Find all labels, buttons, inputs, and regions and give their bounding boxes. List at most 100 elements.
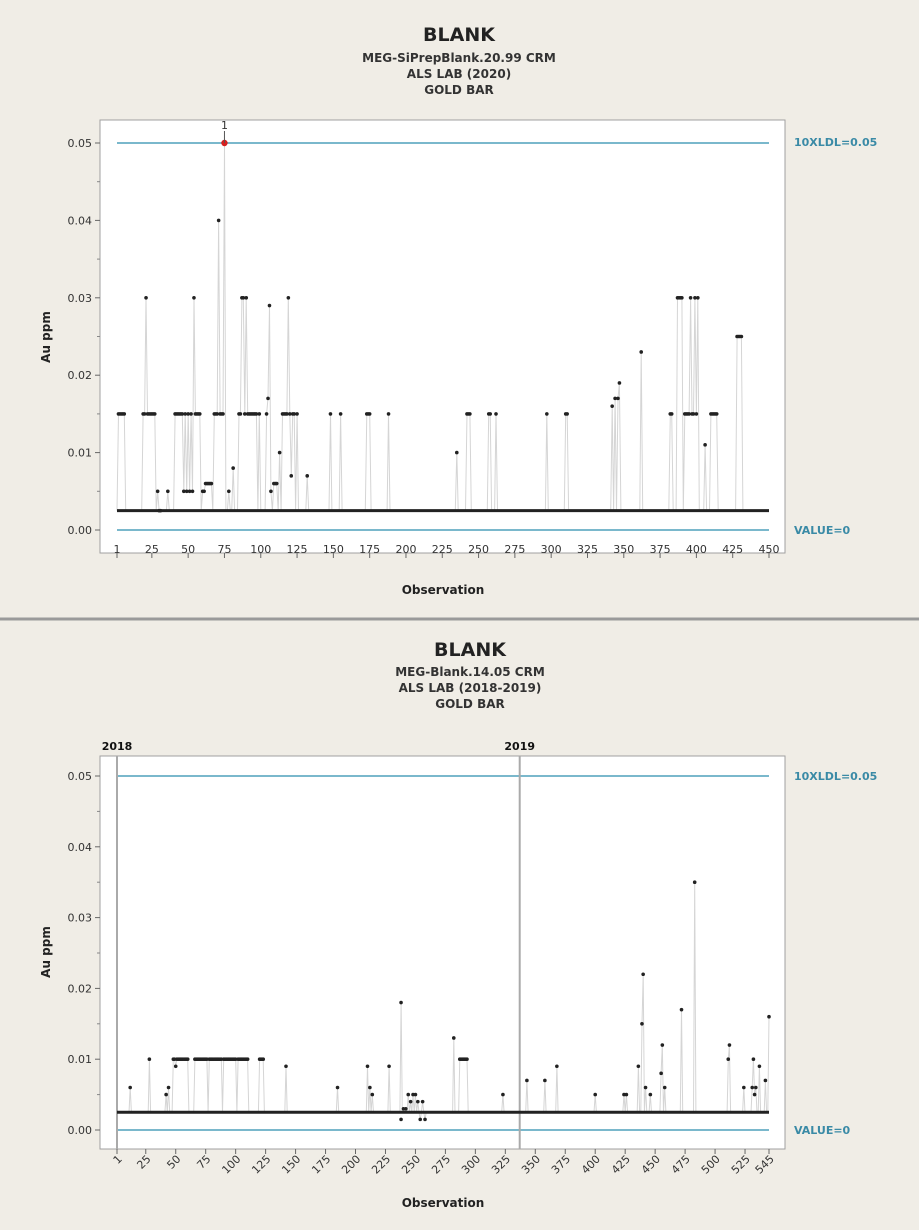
y-tick-label: 0.05 xyxy=(68,770,93,783)
chart-subtitle-line: ALS LAB (2020) xyxy=(407,67,511,81)
ref-line-label-lower: VALUE=0 xyxy=(794,1124,851,1137)
y-tick-label: 0.05 xyxy=(68,137,93,150)
data-point xyxy=(166,1085,171,1090)
data-point xyxy=(696,296,700,300)
x-tick-label: 1 xyxy=(114,543,121,556)
x-tick-label: 50 xyxy=(181,543,195,556)
x-tick-label: 300 xyxy=(541,543,562,556)
data-point xyxy=(328,412,333,416)
plot-area xyxy=(99,755,786,1150)
data-point xyxy=(692,880,697,884)
data-point xyxy=(468,412,472,416)
data-point xyxy=(648,1092,653,1097)
data-point xyxy=(221,412,225,416)
x-tick-label: 175 xyxy=(309,1153,333,1177)
data-point xyxy=(641,972,645,977)
data-point xyxy=(183,412,188,416)
data-point xyxy=(370,1092,375,1097)
data-point xyxy=(416,1099,420,1104)
x-tick-label: 525 xyxy=(729,1153,753,1177)
data-point xyxy=(190,489,195,494)
data-point xyxy=(451,1036,456,1040)
data-point xyxy=(408,1099,413,1104)
data-point xyxy=(144,296,148,300)
data-point xyxy=(413,1092,418,1097)
data-point xyxy=(739,334,744,339)
data-point xyxy=(261,1057,266,1061)
data-point xyxy=(752,1092,757,1097)
data-point xyxy=(420,1099,425,1104)
data-point xyxy=(639,350,644,354)
data-point xyxy=(727,1043,732,1047)
y-tick-label: 0.02 xyxy=(68,982,93,995)
x-tick-label: 100 xyxy=(219,1153,243,1177)
x-tick-label: 275 xyxy=(429,1153,453,1177)
data-point xyxy=(763,1078,768,1083)
data-point xyxy=(643,1085,648,1090)
x-tick-label: 225 xyxy=(369,1153,393,1177)
data-point xyxy=(267,303,272,308)
x-tick-label: 425 xyxy=(609,1153,633,1177)
x-tick-label: 150 xyxy=(279,1153,303,1177)
x-tick-label: 275 xyxy=(504,543,525,556)
x-tick-label: 450 xyxy=(639,1153,663,1177)
data-point xyxy=(173,1064,178,1069)
data-point xyxy=(680,296,684,300)
data-point xyxy=(693,296,697,300)
data-point xyxy=(305,474,310,478)
chart-marks: 0.000.010.020.030.040.051 25 50 75 100 125 150… xyxy=(68,119,780,558)
data-point xyxy=(244,296,249,300)
data-point xyxy=(147,1057,152,1061)
chart-title: BLANK xyxy=(434,639,507,661)
data-point xyxy=(610,404,614,408)
x-tick-label: 25 xyxy=(145,543,159,556)
x-tick-label: 1 xyxy=(111,1153,125,1167)
data-point xyxy=(399,1117,403,1122)
data-point xyxy=(197,412,202,416)
data-point xyxy=(465,1057,469,1061)
data-point xyxy=(288,412,292,416)
data-point xyxy=(386,412,391,416)
data-point xyxy=(180,412,185,416)
x-tick-label: 125 xyxy=(249,1153,273,1177)
data-point xyxy=(158,508,163,513)
data-point xyxy=(292,412,296,416)
data-point xyxy=(187,489,192,494)
chart-panel-1: BLANK MEG-SiPrepBlank.20.99 CRM ALS LAB … xyxy=(39,24,878,597)
data-point xyxy=(277,450,282,455)
data-point xyxy=(155,489,160,494)
x-tick-label: 400 xyxy=(686,543,707,556)
data-point xyxy=(399,1000,403,1005)
data-point xyxy=(181,489,186,494)
data-point xyxy=(662,1085,667,1090)
data-point xyxy=(669,412,674,416)
data-point xyxy=(525,1078,529,1083)
data-point xyxy=(274,481,279,486)
data-point xyxy=(231,466,235,470)
data-point xyxy=(555,1064,559,1069)
y-tick-label: 0.03 xyxy=(68,292,93,305)
data-point xyxy=(185,1057,190,1061)
x-tick-label: 475 xyxy=(669,1153,693,1177)
x-tick-label: 425 xyxy=(722,543,743,556)
data-point xyxy=(494,412,498,416)
data-point xyxy=(254,412,259,416)
data-point xyxy=(335,1085,340,1090)
data-point xyxy=(750,1085,755,1090)
x-tick-label: 325 xyxy=(489,1153,513,1177)
data-point xyxy=(423,1117,427,1122)
data-point xyxy=(215,412,219,416)
chart-subtitle-line: GOLD BAR xyxy=(435,697,505,711)
x-tick-label: 350 xyxy=(613,543,634,556)
data-point xyxy=(726,1057,731,1061)
x-tick-label: 325 xyxy=(577,543,598,556)
y-tick-label: 0.04 xyxy=(68,841,93,854)
data-point xyxy=(679,1007,684,1012)
data-point xyxy=(714,412,719,416)
data-point xyxy=(295,412,299,416)
year-marker-label: 2018 xyxy=(102,740,133,753)
x-tick-label: 25 xyxy=(134,1153,153,1172)
data-point xyxy=(202,489,206,494)
data-point xyxy=(617,381,622,385)
